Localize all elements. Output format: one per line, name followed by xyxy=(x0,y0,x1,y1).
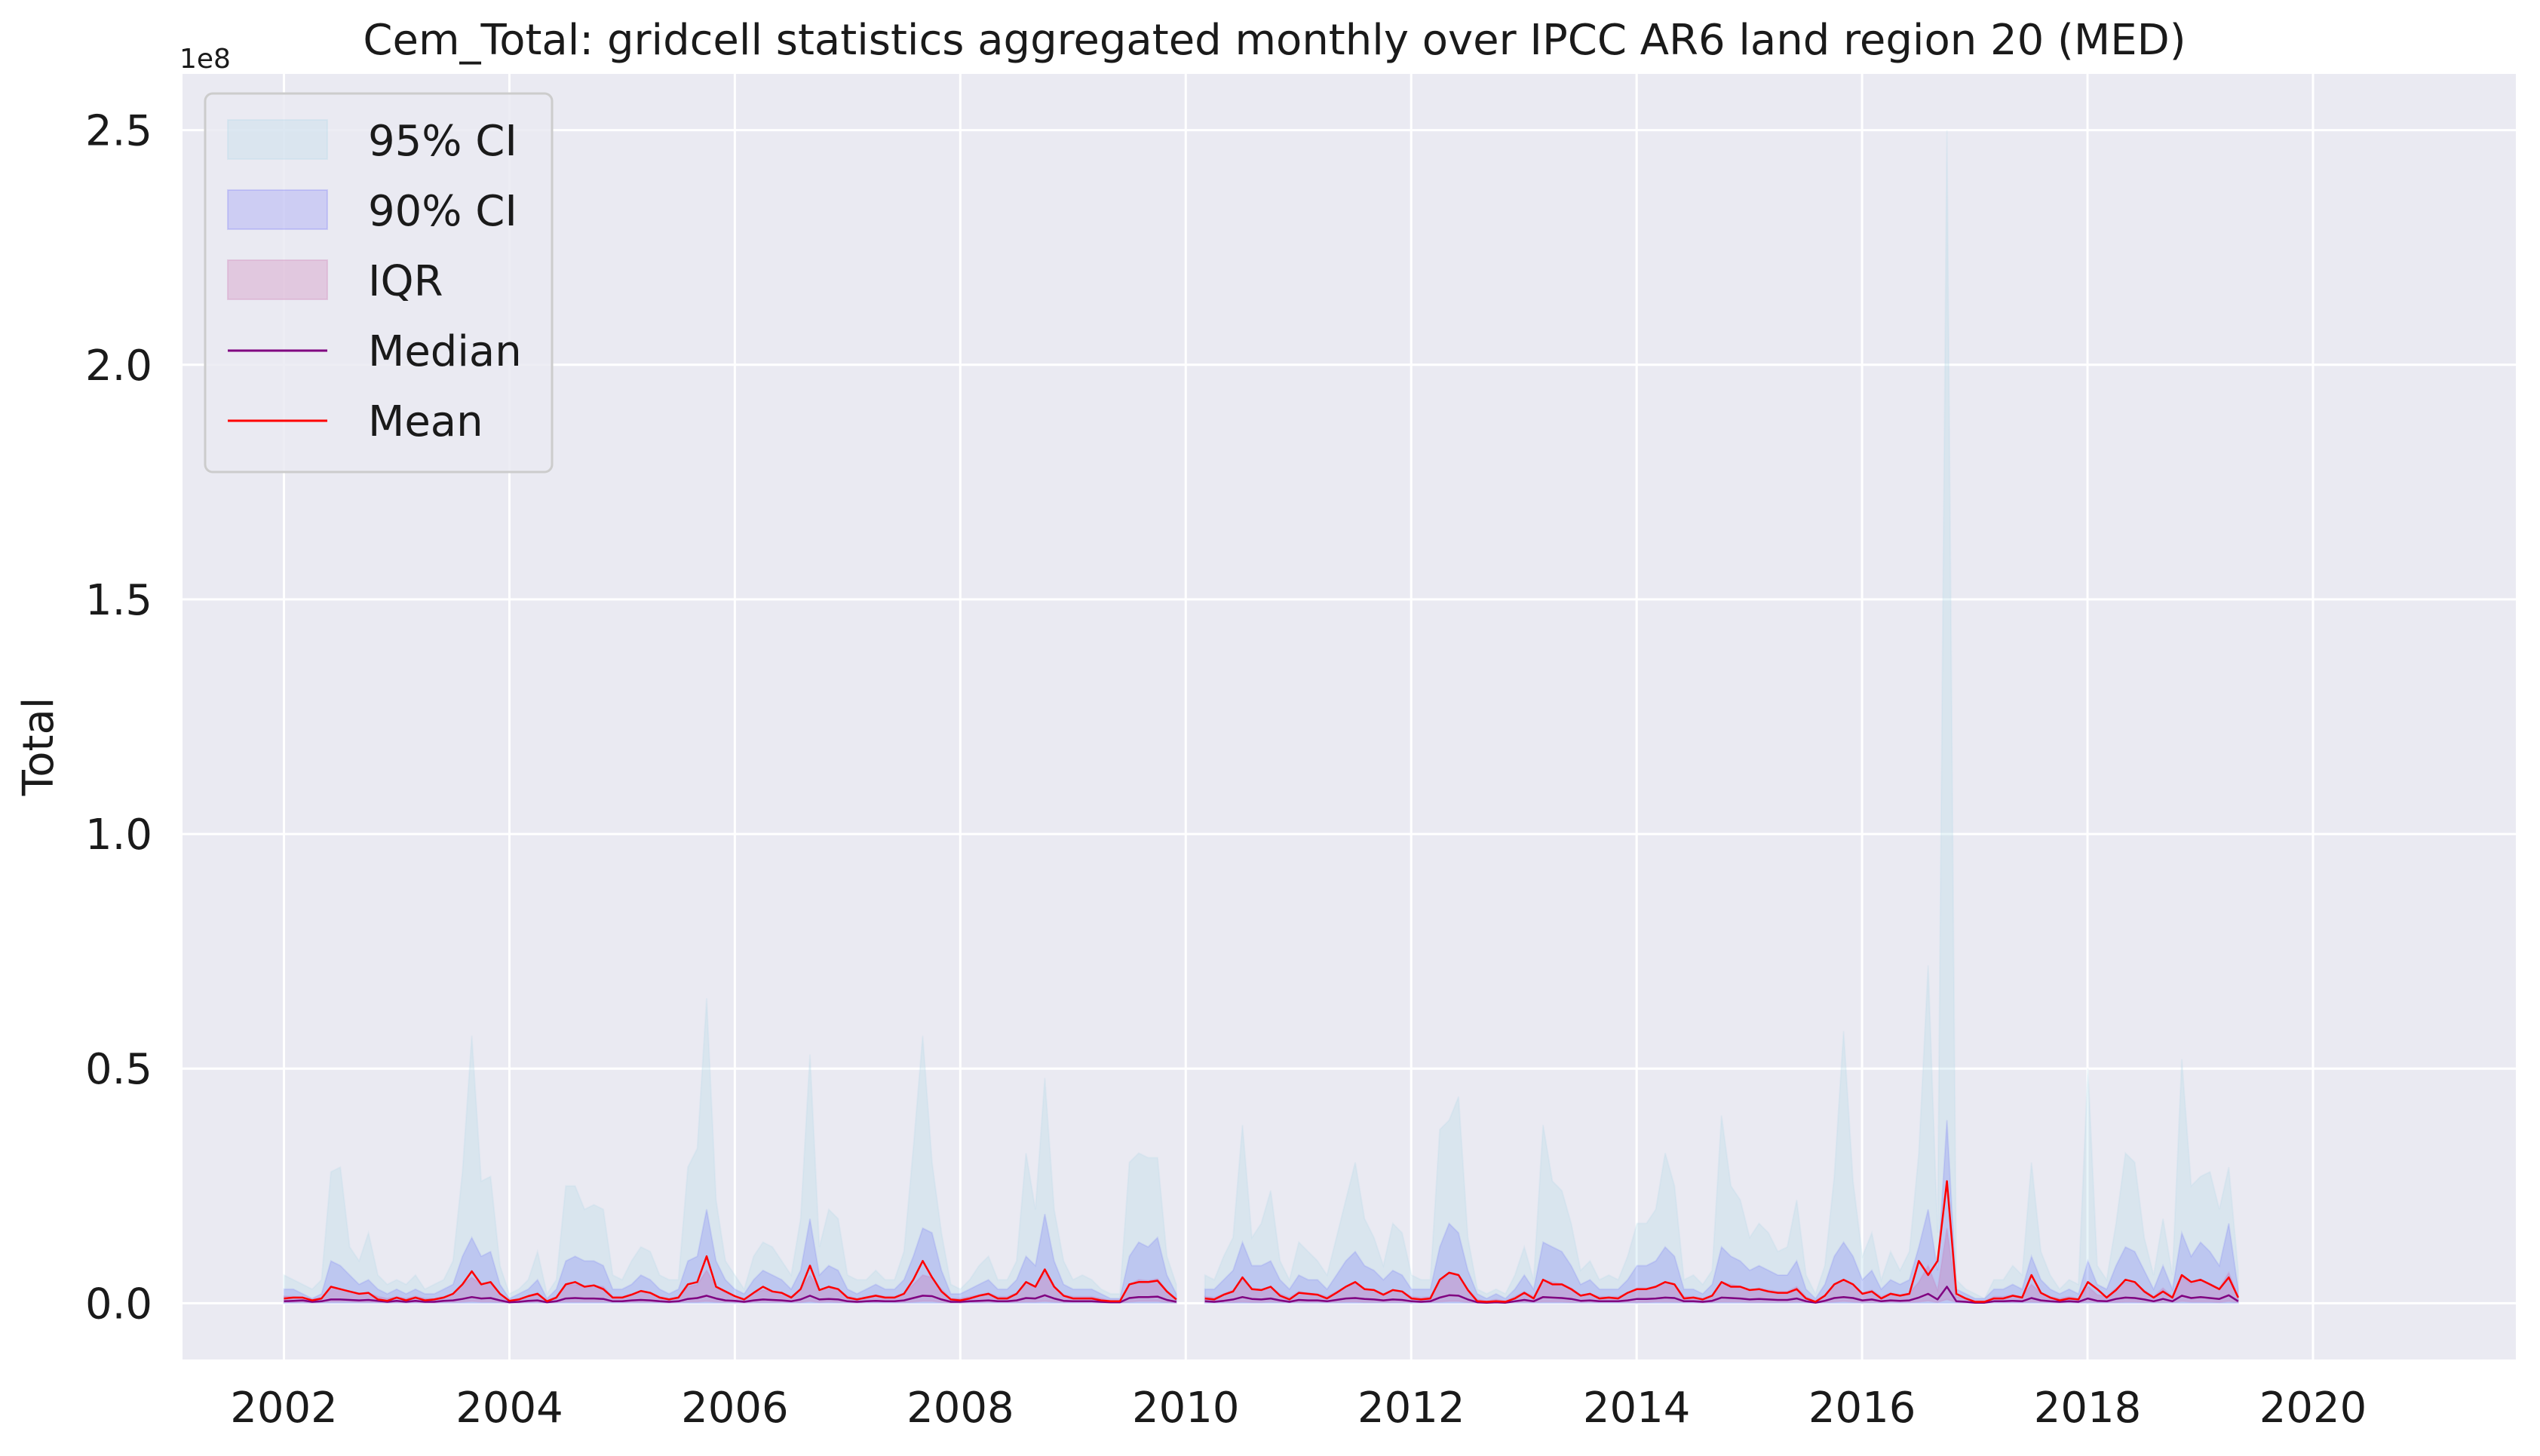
plot-area xyxy=(183,74,2516,1359)
x-tick-label: 2018 xyxy=(2034,1384,2142,1433)
legend-label: 95% CI xyxy=(368,117,517,166)
legend-swatch xyxy=(227,189,328,230)
x-tick-label: 2012 xyxy=(1357,1384,1465,1433)
y-tick-label: 0.0 xyxy=(85,1280,152,1329)
x-tick-label: 2008 xyxy=(906,1384,1014,1433)
median-line xyxy=(284,1294,1177,1304)
grid xyxy=(183,74,2516,1359)
legend-swatch xyxy=(227,119,328,160)
y-tick-label: 0.5 xyxy=(85,1045,152,1094)
ci95-band xyxy=(283,998,1177,1304)
y-tick-label: 1.5 xyxy=(85,576,152,625)
y-tick-label: 1.0 xyxy=(85,811,152,860)
x-axis-ticks: 2002 2004 2006 2008 2010 2012 2014 2016 2018 2020 xyxy=(230,1384,2367,1433)
y-axis-ticks: 0.0 0.5 1.0 1.5 2.0 2.5 xyxy=(85,107,152,1329)
legend-label: Median xyxy=(368,327,522,376)
y-tick-label: 2.5 xyxy=(85,107,152,156)
mean-line xyxy=(1204,1180,2239,1303)
legend-swatch xyxy=(227,259,328,300)
y-offset-label: 1e8 xyxy=(179,44,231,75)
x-tick-label: 2006 xyxy=(681,1384,789,1433)
x-tick-label: 2016 xyxy=(1808,1384,1916,1433)
median-line xyxy=(1204,1286,2239,1304)
legend-label: Mean xyxy=(368,397,483,446)
x-tick-label: 2020 xyxy=(2259,1384,2367,1433)
ci90-band xyxy=(283,1209,1177,1304)
chart-title: Cem_Total: gridcell statistics aggregate… xyxy=(363,16,2186,65)
legend-box xyxy=(204,92,554,474)
lines xyxy=(284,1180,2239,1304)
y-axis-label: Total xyxy=(14,697,63,797)
ci90-band xyxy=(1204,1120,2239,1304)
x-tick-label: 2014 xyxy=(1583,1384,1691,1433)
x-tick-label: 2010 xyxy=(1132,1384,1240,1433)
legend: 95% CI 90% CI IQR Median Mean xyxy=(204,92,554,474)
x-tick-label: 2004 xyxy=(456,1384,563,1433)
y-tick-label: 2.0 xyxy=(85,342,152,391)
legend-label: 90% CI xyxy=(368,187,517,236)
ci95-band xyxy=(1204,130,2239,1304)
mean-line xyxy=(284,1255,1177,1303)
x-tick-label: 2002 xyxy=(230,1384,338,1433)
legend-label: IQR xyxy=(368,257,443,306)
